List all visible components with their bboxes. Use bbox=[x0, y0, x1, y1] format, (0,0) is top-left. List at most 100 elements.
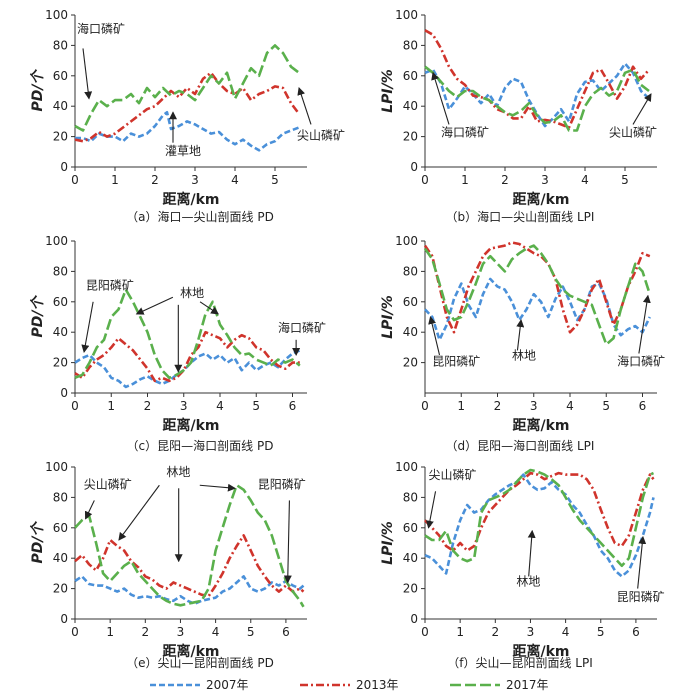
annotation-label: 林地 bbox=[166, 465, 190, 479]
y-tick-label: 100 bbox=[45, 234, 68, 248]
x-tick-label: 0 bbox=[71, 399, 79, 413]
y-tick-label: 60 bbox=[53, 69, 68, 83]
y-tick-label: 40 bbox=[53, 551, 68, 565]
x-tick-label: 6 bbox=[289, 399, 297, 413]
x-tick-label: 6 bbox=[632, 625, 640, 639]
annotation-arrow bbox=[637, 535, 647, 589]
y-tick-label: 80 bbox=[403, 264, 418, 278]
x-tick-label: 5 bbox=[621, 173, 629, 187]
annotation-arrow bbox=[199, 483, 236, 492]
y-tick-label: 60 bbox=[403, 295, 418, 309]
y-axis-label: PD/个 bbox=[29, 69, 46, 112]
annotation-label: 尖山磷矿 bbox=[609, 125, 657, 140]
x-tick-label: 0 bbox=[421, 399, 429, 413]
y-tick-label: 60 bbox=[53, 295, 68, 309]
x-tick-label: 0 bbox=[421, 173, 429, 187]
x-tick-label: 1 bbox=[457, 399, 465, 413]
series-line-2017 bbox=[424, 468, 655, 568]
series-line-2013 bbox=[423, 241, 651, 334]
series-line-2017 bbox=[423, 244, 652, 346]
y-tick-label: 100 bbox=[395, 8, 418, 22]
annotation-label: 林地 bbox=[512, 349, 536, 363]
annotation-arrow bbox=[632, 93, 652, 125]
annotation-arrow bbox=[527, 529, 536, 577]
x-tick-label: 5 bbox=[271, 173, 279, 187]
annotation-label: 海口磷矿 bbox=[441, 125, 489, 140]
x-tick-label: 6 bbox=[282, 625, 290, 639]
y-tick-label: 0 bbox=[410, 160, 418, 174]
caption-e: （e）尖山—昆阳剖面线 PD bbox=[126, 656, 274, 670]
y-tick-label: 100 bbox=[45, 460, 68, 474]
x-tick-label: 4 bbox=[566, 399, 574, 413]
caption-f: （f）尖山—昆阳剖面线 LPI bbox=[447, 656, 593, 670]
annotation-label: 昆阳磷矿 bbox=[432, 354, 480, 369]
annotation-arrow bbox=[638, 294, 651, 354]
x-tick-label: 3 bbox=[177, 625, 185, 639]
y-axis-label: LPI/% bbox=[380, 295, 396, 339]
y-tick-label: 20 bbox=[53, 356, 68, 370]
x-tick-label: 6 bbox=[639, 399, 647, 413]
x-tick-label: 1 bbox=[461, 173, 469, 187]
x-tick-label: 5 bbox=[602, 399, 610, 413]
x-tick-label: 0 bbox=[71, 173, 79, 187]
x-axis-label: 距离/km bbox=[162, 191, 219, 208]
chart-d-svg: 20 40 60 80 100 0 1 2 3 4 5 6 距离/km LPI/% 昆阳磷矿 林地 海口磷矿 bbox=[380, 234, 665, 434]
annotation-label: 昆阳磷矿 bbox=[258, 476, 306, 491]
series-line-2013 bbox=[74, 330, 300, 383]
legend: 2007年 2013年 2017年 bbox=[150, 676, 590, 694]
x-tick-label: 4 bbox=[231, 173, 239, 187]
annotation-arrow bbox=[84, 500, 95, 520]
annotation-arrow bbox=[283, 500, 292, 584]
y-tick-label: 20 bbox=[403, 130, 418, 144]
x-tick-label: 0 bbox=[71, 625, 79, 639]
x-tick-label: 1 bbox=[111, 173, 119, 187]
x-tick-label: 1 bbox=[107, 399, 115, 413]
x-tick-label: 2 bbox=[151, 173, 159, 187]
y-axis-label: PD/个 bbox=[29, 521, 46, 564]
x-tick-label: 3 bbox=[191, 173, 199, 187]
series-line-2013 bbox=[424, 29, 650, 129]
legend-label-2013: 2013年 bbox=[356, 678, 399, 692]
series-line-2013 bbox=[74, 534, 305, 598]
caption-a: （a）海口—尖山剖面线 PD bbox=[126, 210, 274, 224]
y-tick-label: 60 bbox=[53, 521, 68, 535]
annotation-arrow bbox=[428, 316, 441, 356]
annotation-arrow bbox=[82, 48, 93, 100]
y-tick-label: 100 bbox=[395, 460, 418, 474]
y-axis-label: LPI/% bbox=[380, 69, 396, 113]
series-line-2017 bbox=[424, 65, 650, 132]
y-tick-label: 0 bbox=[60, 612, 68, 626]
x-axis-label: 距离/km bbox=[162, 417, 219, 434]
y-tick-label: 40 bbox=[403, 99, 418, 113]
y-tick-label: 80 bbox=[403, 38, 418, 52]
y-axis-label: LPI/% bbox=[380, 521, 396, 565]
x-tick-label: 4 bbox=[562, 625, 570, 639]
y-tick-label: 100 bbox=[395, 234, 418, 248]
series-line-2013 bbox=[424, 471, 655, 552]
legend-label-2017: 2017年 bbox=[506, 678, 549, 692]
annotation-arrow bbox=[135, 296, 174, 315]
x-tick-label: 2 bbox=[501, 173, 509, 187]
y-tick-label: 60 bbox=[403, 521, 418, 535]
y-tick-label: 20 bbox=[53, 130, 68, 144]
caption-c: （c）昆阳—海口剖面线 PD bbox=[126, 439, 274, 453]
y-tick-label: 100 bbox=[45, 8, 68, 22]
annotation-label: 林地 bbox=[180, 286, 204, 300]
x-tick-label: 4 bbox=[216, 399, 224, 413]
x-tick-label: 1 bbox=[456, 625, 464, 639]
series-line-2007 bbox=[424, 62, 650, 128]
series-line-2013 bbox=[74, 71, 301, 143]
y-tick-label: 40 bbox=[53, 325, 68, 339]
x-axis-label: 距离/km bbox=[162, 643, 219, 660]
annotation-label: 尖山磷矿 bbox=[297, 128, 345, 143]
x-tick-label: 4 bbox=[212, 625, 220, 639]
annotation-arrow bbox=[81, 301, 94, 353]
x-axis-label: 距离/km bbox=[512, 417, 569, 434]
x-axis-label: 距离/km bbox=[512, 643, 569, 660]
chart-b-svg: 0 20 40 60 80 100 0 1 2 3 4 5 距离/km LPI/% 海口磷矿 尖山磷矿 bbox=[380, 8, 657, 208]
annotation-label: 灌草地 bbox=[165, 144, 201, 158]
caption-b: （b）海口—尖山剖面线 LPI bbox=[445, 210, 595, 224]
series-line-2017 bbox=[74, 44, 300, 132]
